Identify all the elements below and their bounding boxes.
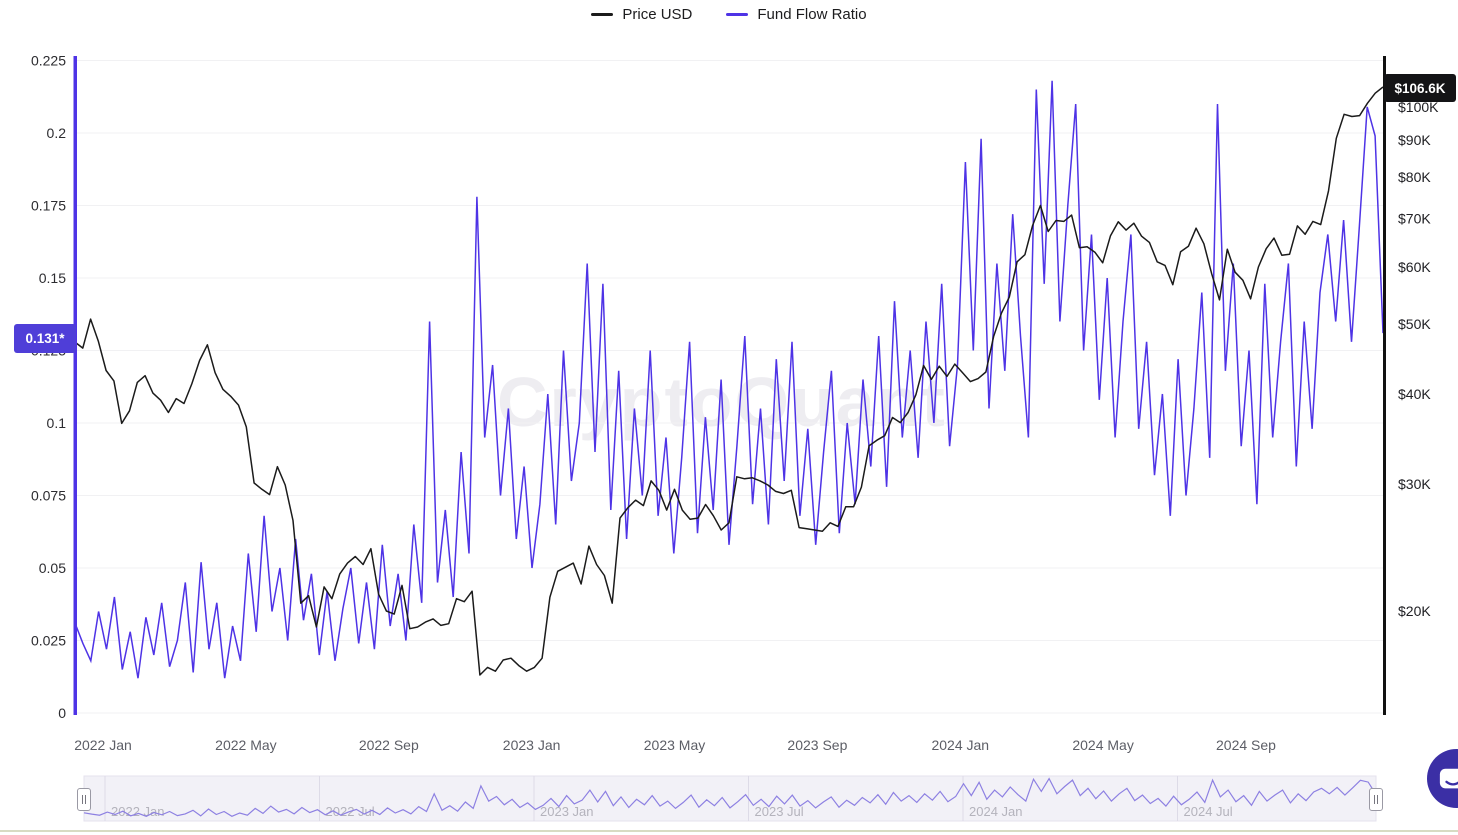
legend-item-price-usd[interactable]: Price USD: [591, 6, 692, 23]
x-axis-tick: 2022 Jan: [74, 737, 132, 753]
left-axis-tick: 0.05: [39, 560, 66, 576]
navigator-handle-left[interactable]: [77, 788, 91, 811]
right-axis-tick: $70K: [1398, 211, 1431, 227]
right-axis-tick: $50K: [1398, 316, 1431, 332]
left-axis-tick: 0.025: [31, 633, 66, 649]
right-axis-tick: $30K: [1398, 476, 1431, 492]
bottom-divider: [0, 830, 1458, 832]
left-axis-tick: 0.15: [39, 270, 66, 286]
x-axis-tick: 2022 Sep: [359, 737, 419, 753]
left-axis-tick: 0.075: [31, 488, 66, 504]
x-axis-tick: 2023 Sep: [787, 737, 847, 753]
price-last-value-badge: $106.6K: [1384, 74, 1456, 102]
legend-marker: [591, 13, 614, 16]
fund-flow-ratio-line: [74, 80, 1384, 679]
right-axis-tick: $100K: [1398, 99, 1439, 115]
left-axis-tick: 0.225: [31, 53, 66, 69]
left-axis-tick: 0.175: [31, 198, 66, 214]
legend-marker: [726, 13, 749, 16]
left-axis-tick: 0: [58, 705, 66, 721]
navigator-handle-right[interactable]: [1369, 788, 1383, 811]
legend-label: Fund Flow Ratio: [757, 6, 867, 23]
x-axis-tick: 2023 May: [644, 737, 705, 753]
navigator-tick: 2023 Jan: [540, 804, 594, 819]
legend-label: Price USD: [622, 6, 693, 23]
right-axis-tick: $40K: [1398, 386, 1431, 402]
navigator-tick: 2024 Jan: [969, 804, 1023, 819]
ratio-last-value-badge: 0.131*: [14, 324, 76, 353]
right-axis-line: [1383, 56, 1386, 715]
left-axis-line: [73, 56, 77, 715]
navigator-tick: 2024 Jul: [1184, 804, 1233, 819]
left-axis-tick: 0.2: [47, 125, 67, 141]
navigator-tick: 2023 Jul: [755, 804, 804, 819]
x-axis-tick: 2022 May: [215, 737, 276, 753]
x-axis-tick: 2024 Sep: [1216, 737, 1276, 753]
navigator-series-line: [83, 777, 1377, 817]
x-axis-tick: 2024 Jan: [931, 737, 989, 753]
legend-item-fund-flow-ratio[interactable]: Fund Flow Ratio: [726, 6, 867, 23]
legend: Price USD Fund Flow Ratio: [0, 6, 1458, 23]
right-axis-tick: $80K: [1398, 169, 1431, 185]
right-axis-tick: $20K: [1398, 603, 1431, 619]
x-axis-tick: 2024 May: [1072, 737, 1133, 753]
navigator-tick: 2022 Jan: [111, 804, 165, 819]
price-usd-line: [74, 86, 1384, 676]
navigator-track: [83, 775, 1377, 822]
right-axis-tick: $90K: [1398, 132, 1431, 148]
chat-bubble-icon: [1439, 768, 1458, 788]
x-axis-tick: 2023 Jan: [503, 737, 561, 753]
watermark: CryptoQuant: [497, 363, 947, 441]
right-axis-tick: $60K: [1398, 259, 1431, 275]
left-axis-tick: 0.1: [47, 415, 67, 431]
